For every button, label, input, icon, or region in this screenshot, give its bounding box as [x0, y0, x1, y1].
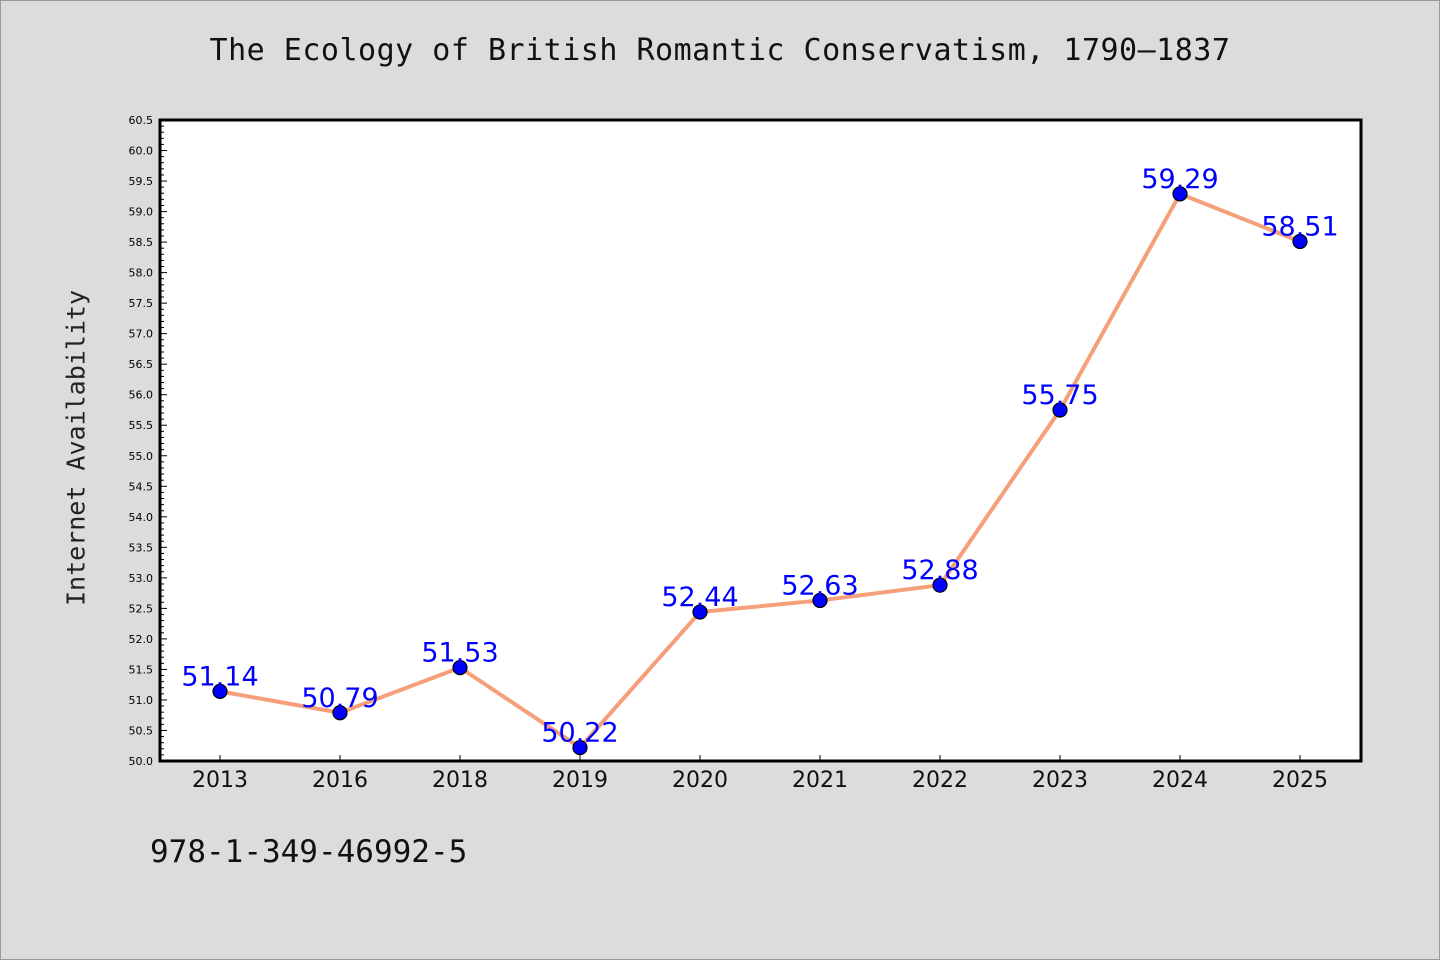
y-tick-label: 56.0: [129, 389, 154, 402]
x-tick-label: 2013: [192, 768, 248, 793]
y-tick-label: 51.0: [129, 694, 154, 707]
data-point: [1172, 186, 1188, 202]
y-tick-label: 57.0: [129, 328, 154, 341]
data-label: 52.63: [781, 570, 858, 601]
y-tick-label: 55.5: [129, 419, 154, 432]
data-point: [932, 577, 948, 593]
plot-area: [158, 118, 1363, 763]
y-tick-label: 54.0: [129, 511, 154, 524]
y-tick-label: 57.5: [129, 297, 154, 310]
x-tick-label: 2025: [1272, 768, 1328, 793]
y-tick-label: 53.5: [129, 541, 154, 554]
x-tick-label: 2023: [1032, 768, 1088, 793]
data-label: 52.88: [901, 555, 978, 586]
data-labels-group: 51.14 50.79 51.53 50.22 52.44 52.63 52.88 55.75…: [181, 164, 1338, 749]
chart-title: The Ecology of British Romantic Conserva…: [209, 33, 1231, 68]
y-tick-label: 50.5: [129, 724, 154, 737]
y-tick-label: 54.5: [129, 480, 154, 493]
series-line: [218, 191, 1302, 750]
y-tick-label: 56.5: [129, 358, 154, 371]
data-label: 50.22: [541, 718, 618, 749]
y-tick-label: 52.5: [129, 602, 154, 615]
x-tick-label: 2024: [1152, 768, 1208, 793]
x-tick-label: 2022: [912, 768, 968, 793]
isbn-text: 978-1-349-46992-5: [150, 834, 468, 870]
data-label: 50.79: [301, 683, 378, 714]
y-tick-label: 59.0: [129, 206, 154, 219]
data-point: [452, 659, 468, 676]
series-markers-group: [212, 186, 1308, 756]
y-tick-label: 55.0: [129, 450, 154, 463]
y-tick-label: 60.0: [129, 145, 154, 158]
y-tick-label: 53.0: [129, 572, 154, 585]
y-tick-label: 58.5: [129, 236, 154, 249]
x-tick-label: 2021: [792, 768, 848, 793]
data-label: 51.14: [181, 661, 258, 692]
data-point: [212, 683, 228, 700]
x-tick-label: 2019: [552, 768, 608, 793]
x-axis: 2013 2016 2018 2019 2020 2021 2022 2023 2024 2025: [192, 755, 1328, 793]
x-tick-label: 2018: [432, 768, 488, 793]
data-point: [1292, 233, 1308, 250]
data-label: 58.51: [1261, 211, 1338, 242]
data-point: [692, 604, 708, 620]
y-tick-label: 52.0: [129, 633, 154, 646]
data-point: [812, 592, 828, 609]
data-point: [332, 705, 348, 721]
data-point: [572, 739, 588, 756]
y-tick-label: 50.0: [129, 755, 154, 768]
y-tick-label: 58.0: [129, 267, 154, 280]
data-label: 59.29: [1141, 164, 1218, 195]
series-line-group: [218, 191, 1302, 750]
y-tick-label: 51.5: [129, 663, 154, 676]
y-tick-label: 59.5: [129, 175, 154, 188]
data-label: 51.53: [421, 638, 498, 669]
data-point: [1052, 402, 1068, 418]
data-label: 52.44: [661, 582, 738, 613]
y-axis: 50.0 50.5 51.0 51.5 52.0 52.5 53.0 53.5 54.0 54.5…: [129, 114, 167, 768]
x-tick-label: 2020: [672, 768, 728, 793]
y-tick-label: 60.5: [129, 114, 154, 127]
data-label: 55.75: [1021, 380, 1098, 411]
x-tick-label: 2016: [312, 768, 368, 793]
